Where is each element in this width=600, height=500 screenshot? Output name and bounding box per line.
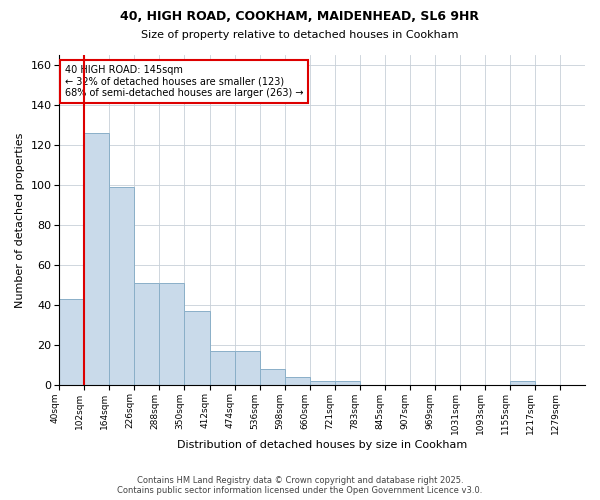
Bar (284, 376, 310, 384)
Bar (59, 299, 85, 384)
Text: 40 HIGH ROAD: 145sqm
← 32% of detached houses are smaller (123)
68% of semi-deta: 40 HIGH ROAD: 145sqm ← 32% of detached h… (65, 65, 303, 98)
Bar (85, 133, 109, 384)
Bar (160, 283, 184, 384)
Bar (235, 350, 260, 384)
Bar (510, 380, 535, 384)
Bar (209, 350, 235, 384)
Text: Size of property relative to detached houses in Cookham: Size of property relative to detached ho… (141, 30, 459, 40)
Bar (184, 311, 209, 384)
Text: Contains HM Land Registry data © Crown copyright and database right 2025.
Contai: Contains HM Land Registry data © Crown c… (118, 476, 482, 495)
Y-axis label: Number of detached properties: Number of detached properties (15, 132, 25, 308)
Bar (260, 368, 284, 384)
Bar (134, 283, 160, 384)
Bar (335, 380, 360, 384)
Bar (109, 187, 134, 384)
Text: 40, HIGH ROAD, COOKHAM, MAIDENHEAD, SL6 9HR: 40, HIGH ROAD, COOKHAM, MAIDENHEAD, SL6 … (121, 10, 479, 23)
Bar (310, 380, 335, 384)
X-axis label: Distribution of detached houses by size in Cookham: Distribution of detached houses by size … (177, 440, 467, 450)
